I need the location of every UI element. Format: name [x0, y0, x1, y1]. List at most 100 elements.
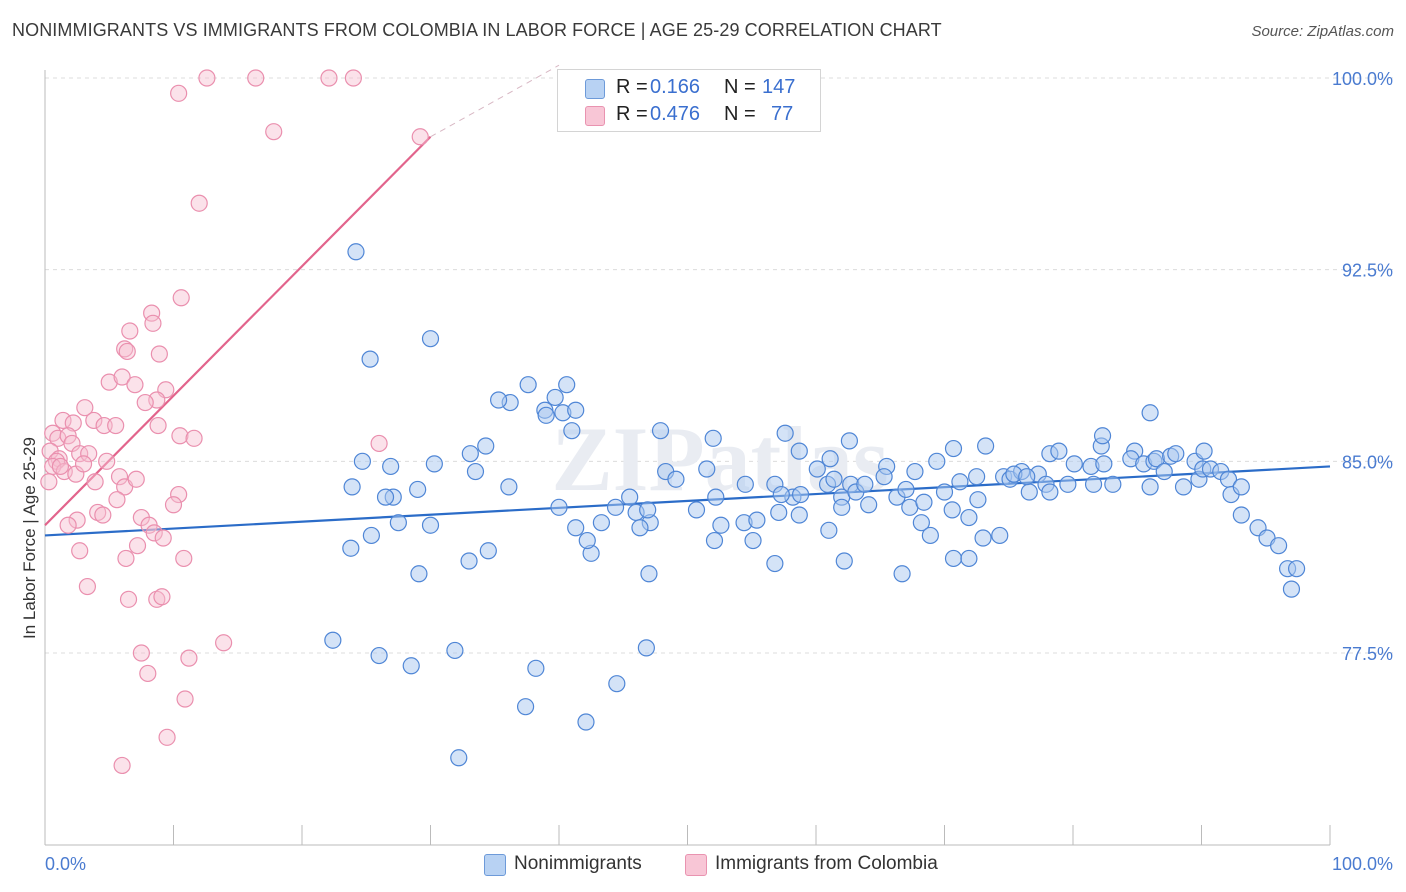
data-point-immigrants	[172, 289, 190, 307]
data-point-nonimmigrants	[1155, 462, 1173, 481]
tick-labels: 77.5% 85.0% 92.5% 100.0% 0.0% 100.0%	[45, 69, 1393, 874]
data-point-nonimmigrants	[770, 503, 788, 522]
data-point-nonimmigrants	[1020, 483, 1038, 501]
data-point-immigrants	[119, 590, 138, 608]
data-point-nonimmigrants	[772, 485, 790, 504]
data-point-nonimmigrants	[409, 480, 427, 499]
data-point-immigrants	[113, 368, 131, 386]
x-tick-label: 0.0%	[45, 854, 86, 874]
legend-n-value: 147	[762, 76, 796, 98]
data-point-nonimmigrants	[915, 493, 933, 511]
data-point-nonimmigrants	[1287, 560, 1306, 578]
data-point-nonimmigrants	[342, 539, 360, 557]
data-point-nonimmigrants	[943, 501, 961, 519]
data-point-nonimmigrants	[621, 488, 639, 506]
data-point-nonimmigrants	[893, 565, 911, 583]
legend-n-label: N =	[724, 103, 756, 125]
data-point-immigrants	[98, 452, 116, 470]
data-point-nonimmigrants	[736, 475, 754, 493]
data-point-immigrants	[128, 537, 147, 555]
data-point-nonimmigrants	[960, 549, 978, 568]
data-point-nonimmigrants	[906, 462, 924, 481]
data-point-immigrants	[94, 506, 112, 524]
data-point-nonimmigrants	[421, 330, 440, 348]
data-point-nonimmigrants	[705, 531, 724, 550]
data-point-immigrants	[198, 69, 216, 87]
data-point-nonimmigrants	[897, 480, 915, 499]
data-point-immigrants	[170, 84, 188, 102]
bottom-legend-label: Immigrants from Colombia	[715, 853, 938, 874]
legend-n-value: 77	[771, 103, 794, 125]
data-point-immigrants	[164, 496, 183, 514]
trend-line-immigrants	[44, 136, 432, 526]
data-point-immigrants	[411, 128, 429, 146]
data-point-nonimmigrants	[362, 526, 380, 545]
legend-r-label: R =	[616, 103, 648, 125]
data-point-immigrants	[40, 473, 58, 491]
data-point-immigrants	[344, 69, 362, 87]
data-point-nonimmigrants	[808, 460, 826, 478]
data-point-nonimmigrants	[460, 552, 478, 570]
pink-points	[40, 69, 429, 775]
data-point-immigrants	[139, 664, 157, 683]
data-point-nonimmigrants	[840, 432, 859, 450]
blue-swatch-icon	[484, 854, 506, 876]
chart-source: Source: ZipAtlas.com	[1251, 23, 1394, 40]
data-point-nonimmigrants	[343, 478, 361, 496]
data-point-nonimmigrants	[791, 485, 810, 504]
data-point-nonimmigrants	[558, 376, 576, 394]
data-point-immigrants	[126, 376, 144, 394]
data-point-nonimmigrants	[821, 450, 839, 468]
data-point-nonimmigrants	[450, 749, 468, 767]
data-point-immigrants	[175, 549, 193, 568]
data-point-nonimmigrants	[977, 437, 995, 455]
legend-row-nonimmigrants: R = 0.166 N = 147	[558, 75, 820, 101]
data-point-nonimmigrants	[425, 455, 443, 473]
data-point-nonimmigrants	[790, 442, 808, 460]
data-point-nonimmigrants	[1065, 455, 1083, 473]
data-point-nonimmigrants	[567, 519, 585, 537]
data-point-immigrants	[117, 549, 135, 568]
data-point-immigrants	[136, 393, 154, 412]
data-point-immigrants	[158, 728, 176, 746]
data-point-nonimmigrants	[1041, 483, 1059, 501]
y-tick-label: 77.5%	[1342, 644, 1393, 664]
data-point-nonimmigrants	[516, 698, 535, 716]
chart-title: NONIMMIGRANTS VS IMMIGRANTS FROM COLOMBI…	[12, 20, 942, 40]
legend-r-label: R =	[616, 76, 648, 98]
data-point-nonimmigrants	[991, 526, 1009, 545]
data-point-nonimmigrants	[637, 639, 655, 657]
data-point-nonimmigrants	[968, 468, 986, 486]
data-point-nonimmigrants	[527, 659, 545, 677]
data-point-immigrants	[71, 445, 89, 463]
data-point-immigrants	[80, 445, 98, 463]
data-point-nonimmigrants	[402, 657, 420, 675]
data-point-nonimmigrants	[912, 514, 930, 532]
data-point-immigrants	[153, 588, 171, 606]
data-point-nonimmigrants	[1095, 455, 1113, 473]
pink-swatch-icon	[585, 106, 605, 126]
data-point-nonimmigrants	[1084, 475, 1103, 493]
data-point-nonimmigrants	[606, 498, 625, 516]
data-point-nonimmigrants	[667, 470, 685, 488]
data-point-immigrants	[64, 414, 82, 432]
data-point-nonimmigrants	[382, 457, 400, 476]
blue-swatch-icon	[585, 79, 605, 99]
data-point-nonimmigrants	[324, 631, 342, 649]
data-point-nonimmigrants	[577, 713, 595, 731]
data-point-nonimmigrants	[766, 554, 784, 573]
legend-r-value: 0.166	[650, 76, 701, 98]
data-point-nonimmigrants	[563, 422, 581, 440]
data-point-immigrants	[121, 322, 139, 340]
data-point-nonimmigrants	[651, 422, 670, 440]
data-point-nonimmigrants	[969, 491, 987, 509]
data-point-immigrants	[127, 470, 145, 488]
data-point-nonimmigrants	[1174, 478, 1193, 496]
data-point-immigrants	[171, 427, 189, 445]
data-point-nonimmigrants	[1167, 445, 1185, 463]
data-point-nonimmigrants	[592, 514, 611, 532]
legend-row-immigrants: R = 0.476 N = 77	[558, 102, 820, 128]
data-point-immigrants	[107, 416, 125, 435]
data-point-nonimmigrants	[631, 519, 649, 537]
data-point-nonimmigrants	[446, 641, 464, 660]
